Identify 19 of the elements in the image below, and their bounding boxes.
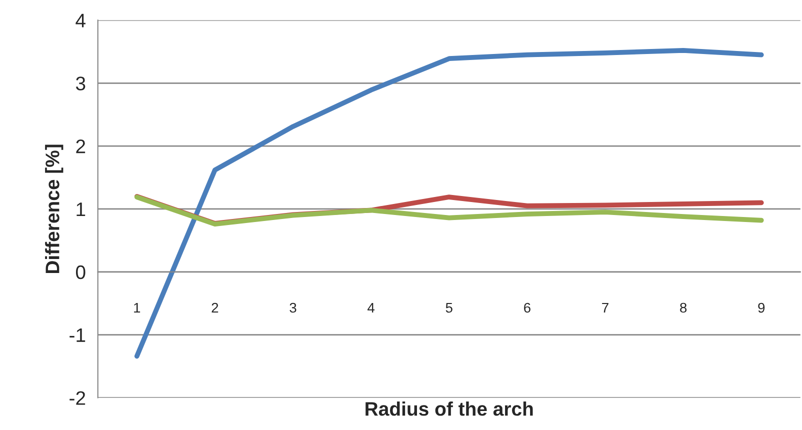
x-tick-label: 7 (602, 302, 608, 313)
x-axis-title: Radius of the arch (366, 402, 533, 416)
x-tick-label: 2 (212, 302, 218, 313)
x-tick-label: 9 (758, 302, 765, 313)
x-tick-label: 3 (290, 302, 296, 313)
x-tick-label: 8 (680, 302, 687, 313)
y-tick-label: 2 (76, 140, 86, 154)
y-tick-label: 3 (76, 76, 86, 90)
y-tick-label: 4 (76, 14, 86, 28)
x-tick-label: 1 (134, 302, 140, 313)
x-tick-label: 6 (524, 302, 530, 313)
y-tick-label: -2 (70, 391, 86, 405)
line-series (134, 48, 764, 359)
y-axis-title: Difference [%] (45, 144, 64, 274)
y-tick-label: -1 (70, 328, 86, 342)
x-tick-label: 5 (446, 302, 452, 313)
x-tick-label: 4 (368, 302, 375, 313)
y-tick-label: 0 (76, 265, 86, 280)
y-tick-label: 1 (76, 202, 86, 216)
